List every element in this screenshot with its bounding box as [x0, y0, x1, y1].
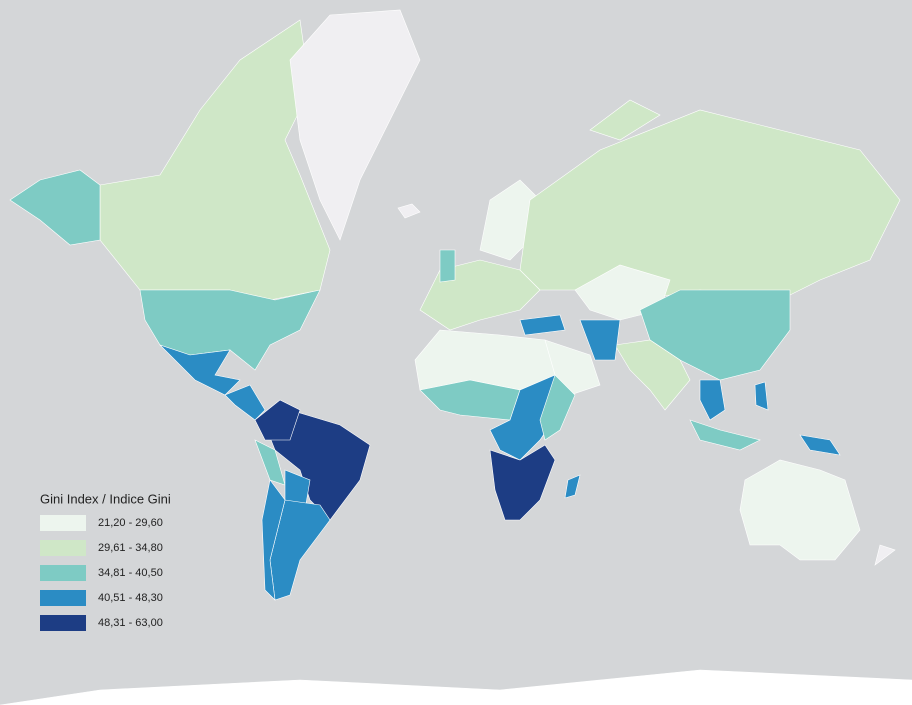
legend-swatch	[40, 540, 86, 556]
iran	[579, 319, 621, 361]
greenland	[289, 9, 421, 241]
philippines	[754, 381, 769, 411]
legend-swatch	[40, 615, 86, 631]
antarctica	[0, 669, 912, 705]
new-zealand	[874, 544, 896, 566]
legend-swatch	[40, 590, 86, 606]
legend-title: Gini Index / Indice Gini	[40, 491, 171, 506]
uk	[439, 249, 456, 283]
central-america	[224, 384, 266, 421]
iceland	[397, 203, 421, 219]
arctic-islands	[589, 99, 661, 141]
legend-swatch	[40, 565, 86, 581]
southeast-asia	[699, 379, 726, 421]
east-africa	[539, 374, 576, 441]
legend-label: 29,61 - 34,80	[98, 542, 163, 554]
legend-label: 48,31 - 63,00	[98, 617, 163, 629]
legend-swatch	[40, 515, 86, 531]
legend-label: 34,81 - 40,50	[98, 567, 163, 579]
indonesia	[689, 419, 761, 451]
southern-africa	[489, 444, 556, 521]
legend: Gini Index / Indice Gini 21,20 - 29,60 29…	[40, 491, 171, 631]
colombia-venezuela	[254, 399, 301, 441]
usa	[139, 289, 321, 371]
papua-new-guinea	[799, 434, 841, 456]
legend-label: 40,51 - 48,30	[98, 592, 163, 604]
india	[614, 339, 691, 411]
australia	[739, 459, 861, 561]
mexico	[159, 344, 241, 396]
alaska	[9, 169, 101, 246]
chile	[261, 479, 286, 601]
legend-label: 21,20 - 29,60	[98, 517, 163, 529]
central-africa	[489, 374, 561, 461]
turkey	[519, 314, 566, 336]
madagascar	[564, 474, 581, 499]
countries	[0, 9, 912, 705]
